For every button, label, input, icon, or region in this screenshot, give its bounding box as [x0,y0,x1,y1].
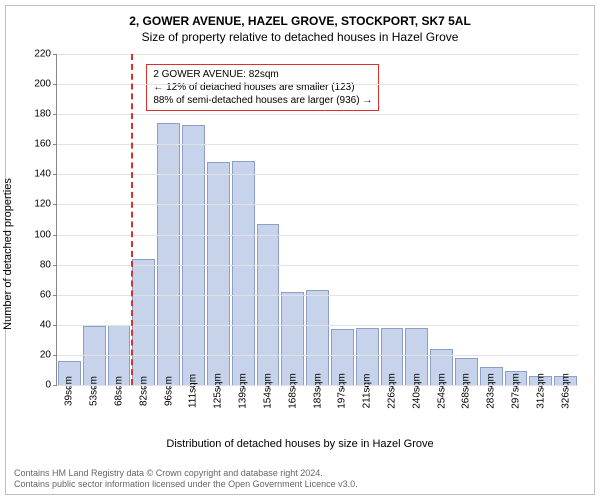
xtick-label: 254sqm [436,373,447,409]
chart-area: Number of detached properties 39sqm53sqm… [14,48,586,448]
chart-title: 2, GOWER AVENUE, HAZEL GROVE, STOCKPORT,… [14,14,586,28]
ytick-mark [53,54,57,55]
xtick-label: 312sqm [535,373,546,409]
xtick-label: 82sqm [138,376,149,406]
gridline [57,114,578,115]
bar [257,224,280,385]
chart-subtitle: Size of property relative to detached ho… [14,30,586,44]
gridline [57,295,578,296]
ytick-mark [53,84,57,85]
xtick-label: 111sqm [188,374,199,408]
ytick-mark [53,325,57,326]
ytick-mark [53,144,57,145]
bar [281,292,304,385]
ytick-label: 180 [34,109,51,120]
annotation-line-1: 2 GOWER AVENUE: 82sqm [153,68,372,81]
ytick-label: 200 [34,79,51,90]
annotation-line-3: 88% of semi-detached houses are larger (… [153,94,372,107]
y-axis-label: Number of detached properties [2,178,14,330]
gridline [57,204,578,205]
xtick-label: 283sqm [486,373,497,409]
xtick-label: 197sqm [337,373,348,409]
ytick-mark [53,295,57,296]
bar-slot: 240sqm [404,54,429,385]
chart-container: 2, GOWER AVENUE, HAZEL GROVE, STOCKPORT,… [5,5,595,495]
xtick-label: 53sqm [89,376,100,406]
plot-area-wrapper: 39sqm53sqm68sqm82sqm96sqm111sqm125sqm139… [56,54,578,386]
ytick-mark [53,265,57,266]
xtick-label: 68sqm [114,376,125,406]
gridline [57,265,578,266]
ytick-label: 20 [40,349,51,360]
xtick-label: 297sqm [511,373,522,409]
bar-slot: 297sqm [504,54,529,385]
plot-area: 39sqm53sqm68sqm82sqm96sqm111sqm125sqm139… [56,54,578,386]
ytick-label: 80 [40,259,51,270]
ytick-mark [53,235,57,236]
ytick-mark [53,204,57,205]
ytick-mark [53,174,57,175]
ytick-mark [53,385,57,386]
bar [306,290,329,385]
gridline [57,174,578,175]
xtick-label: 96sqm [163,376,174,406]
bar [232,161,255,385]
gridline [57,54,578,55]
annotation-line-2: ← 12% of detached houses are smaller (12… [153,81,372,94]
ytick-label: 0 [45,380,51,391]
gridline [57,355,578,356]
xtick-label: 211sqm [362,374,373,409]
bar [182,125,205,385]
xtick-label: 139sqm [238,373,249,409]
bar [207,162,230,385]
xtick-label: 226sqm [386,373,397,409]
ytick-label: 60 [40,289,51,300]
xtick-label: 183sqm [312,373,323,409]
xtick-label: 240sqm [411,373,422,409]
ytick-mark [53,355,57,356]
gridline [57,325,578,326]
marker-line [131,54,133,385]
bar-slot: 254sqm [429,54,454,385]
ytick-mark [53,114,57,115]
x-axis-label: Distribution of detached houses by size … [166,438,433,450]
xtick-label: 268sqm [461,373,472,409]
xtick-label: 125sqm [213,373,224,409]
bar-slot: 268sqm [454,54,479,385]
bar [157,123,180,385]
bar-slot: 283sqm [479,54,504,385]
xtick-label: 326sqm [560,373,571,409]
bar-slot: 53sqm [82,54,107,385]
bar-slot: 312sqm [528,54,553,385]
footer-attribution: Contains HM Land Registry data © Crown c… [14,468,586,490]
ytick-label: 40 [40,319,51,330]
annotation-box: 2 GOWER AVENUE: 82sqm ← 12% of detached … [146,64,379,111]
bar-slot: 326sqm [553,54,578,385]
footer-line-1: Contains HM Land Registry data © Crown c… [14,468,586,479]
bar-slot: 39sqm [57,54,82,385]
bar [132,259,155,385]
ytick-label: 220 [34,49,51,60]
ytick-label: 100 [34,229,51,240]
bar-slot: 68sqm [107,54,132,385]
ytick-label: 160 [34,139,51,150]
footer-line-2: Contains public sector information licen… [14,479,586,490]
xtick-label: 154sqm [262,373,273,409]
gridline [57,385,578,386]
ytick-label: 120 [34,199,51,210]
gridline [57,235,578,236]
bar-slot: 226sqm [380,54,405,385]
gridline [57,144,578,145]
gridline [57,84,578,85]
ytick-label: 140 [34,169,51,180]
xtick-label: 168sqm [287,373,298,409]
xtick-label: 39sqm [64,376,75,406]
